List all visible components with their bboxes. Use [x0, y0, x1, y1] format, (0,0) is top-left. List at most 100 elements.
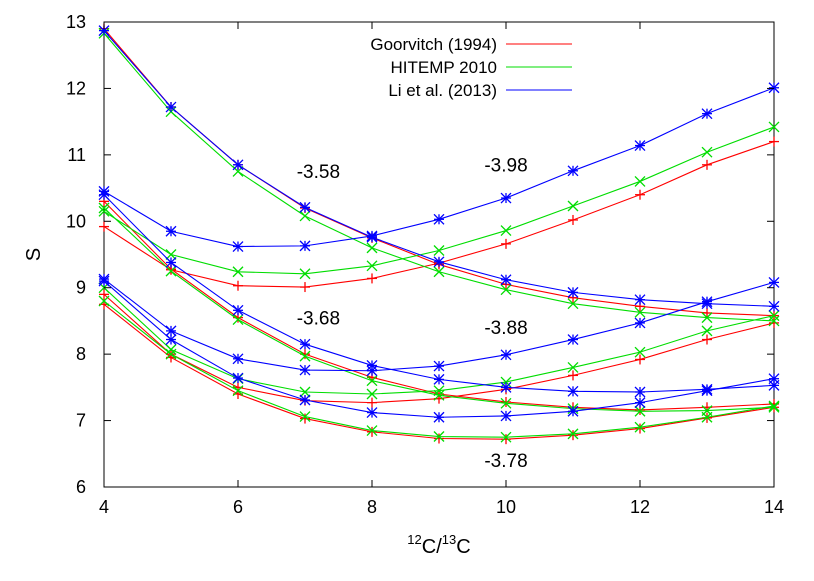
marker-stroke	[366, 359, 378, 371]
point-marker	[233, 280, 243, 291]
point-marker	[635, 189, 645, 200]
point-marker	[567, 385, 579, 397]
marker-stroke	[768, 300, 780, 312]
marker-stroke	[232, 353, 244, 365]
point-marker	[433, 266, 445, 278]
marker-stroke	[165, 249, 177, 260]
point-marker	[634, 386, 646, 398]
point-marker	[366, 230, 378, 242]
point-marker	[366, 365, 378, 377]
point-marker	[299, 411, 311, 423]
point-marker	[300, 282, 310, 293]
marker-stroke	[165, 325, 177, 337]
marker-stroke	[366, 260, 378, 272]
point-marker	[634, 306, 646, 318]
x-tick-label: 8	[367, 497, 377, 517]
series-line	[103, 126, 775, 275]
marker-stroke	[299, 268, 311, 280]
marker-stroke	[500, 349, 512, 361]
marker-stroke	[433, 245, 445, 256]
marker-stroke	[232, 304, 244, 316]
point-marker	[366, 388, 378, 400]
point-marker	[567, 361, 579, 373]
marker-stroke	[366, 242, 378, 254]
point-marker	[567, 200, 579, 212]
point-marker	[500, 381, 512, 393]
marker-stroke	[299, 411, 311, 423]
curve-annotation: -3.58	[297, 162, 340, 183]
point-marker	[500, 397, 512, 409]
x-tick-label: 12	[630, 497, 650, 517]
point-marker	[702, 307, 712, 318]
y-tick-label: 6	[76, 477, 86, 497]
point-marker	[768, 276, 780, 288]
marker-stroke	[567, 286, 579, 298]
point-marker	[702, 159, 712, 170]
point-marker	[701, 296, 713, 308]
marker-stroke	[299, 350, 311, 362]
point-marker	[768, 310, 780, 322]
marker-stroke	[165, 334, 177, 345]
point-marker	[501, 434, 511, 445]
point-marker	[165, 334, 177, 345]
marker-stroke	[567, 200, 579, 212]
marker-stroke	[299, 240, 311, 252]
marker-stroke	[768, 310, 780, 322]
legend-label: Goorvitch (1994)	[370, 35, 497, 54]
marker-stroke	[567, 298, 579, 310]
marker-stroke	[701, 325, 713, 337]
marker-stroke	[366, 230, 378, 242]
marker-stroke	[165, 265, 177, 277]
point-marker	[299, 386, 311, 398]
marker-stroke	[165, 257, 177, 268]
point-marker	[366, 242, 378, 254]
marker-stroke	[768, 82, 780, 94]
point-marker	[500, 431, 512, 443]
marker-stroke	[299, 364, 311, 376]
x-tick-label: 10	[496, 497, 516, 517]
marker-stroke	[768, 373, 780, 385]
marker-stroke	[433, 411, 445, 423]
point-marker	[701, 411, 713, 423]
legend-label: Li et al. (2013)	[388, 81, 497, 100]
point-marker	[501, 396, 511, 407]
marker-stroke	[634, 306, 646, 318]
point-marker	[568, 214, 578, 225]
point-marker	[567, 165, 579, 177]
marker-stroke	[98, 205, 110, 217]
point-marker	[701, 312, 713, 324]
point-marker	[165, 344, 177, 355]
point-marker	[768, 373, 780, 385]
marker-stroke	[701, 296, 713, 308]
marker-stroke	[768, 121, 780, 133]
point-marker	[299, 394, 311, 406]
point-marker	[98, 205, 110, 217]
annotations: -3.58 -3.98 -3.68 -3.88 -3.78	[297, 155, 528, 472]
point-marker	[635, 354, 645, 365]
point-marker	[98, 25, 110, 37]
point-marker	[768, 315, 780, 327]
point-marker	[634, 397, 646, 409]
point-marker	[701, 146, 713, 158]
marker-stroke	[165, 344, 177, 355]
point-marker	[99, 221, 109, 232]
marker-stroke	[567, 361, 579, 373]
point-marker	[635, 423, 645, 434]
point-marker	[433, 411, 445, 423]
x-tick-label: 4	[99, 497, 109, 517]
point-marker	[768, 401, 780, 413]
point-marker	[433, 360, 445, 372]
point-marker	[165, 101, 177, 113]
point-marker	[99, 289, 109, 300]
x-axis-label: 12C/13C	[407, 532, 470, 558]
point-marker	[367, 426, 377, 437]
point-marker	[232, 372, 244, 384]
point-marker	[768, 300, 780, 312]
point-marker	[232, 159, 244, 171]
point-marker	[634, 140, 646, 152]
x-label-text: C	[456, 536, 470, 558]
marker-stroke	[366, 425, 378, 436]
marker-stroke	[567, 428, 579, 440]
point-marker	[299, 350, 311, 362]
